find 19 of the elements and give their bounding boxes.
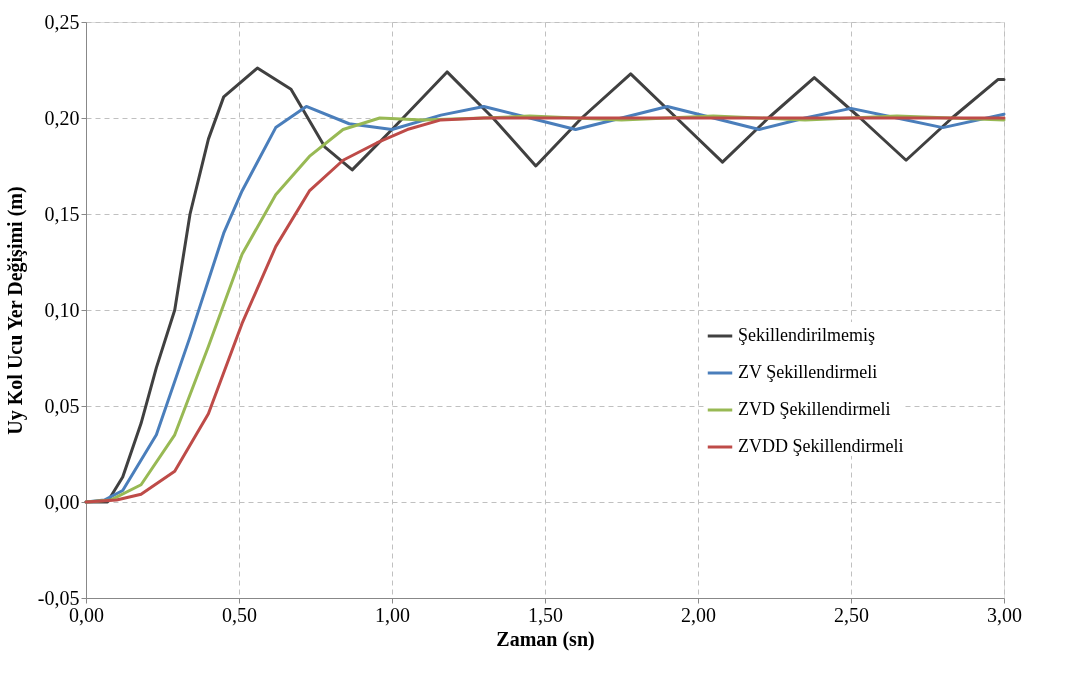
legend-label: Şekillendirilmemiş xyxy=(738,325,875,345)
x-tick-label: 1,50 xyxy=(528,603,563,626)
x-tick-label: 0,50 xyxy=(222,603,257,626)
y-tick-label: 0,15 xyxy=(44,202,80,225)
y-axis-title: Uy Kol Ucu Yer Değişimi (m) xyxy=(3,186,27,435)
x-tick-label: 1,00 xyxy=(375,603,410,626)
y-tick-label: 0,10 xyxy=(44,298,80,321)
x-tick-label: 2,50 xyxy=(834,603,869,626)
x-tick-label: 2,00 xyxy=(681,603,716,626)
y-tick-label: -0,05 xyxy=(37,586,80,609)
legend-label: ZVDD Şekillendirmeli xyxy=(738,436,904,456)
y-tick-label: 0,05 xyxy=(44,394,80,417)
x-tick-label: 3,00 xyxy=(987,603,1022,626)
x-axis-title: Zaman (sn) xyxy=(496,627,595,651)
y-tick-label: 0,25 xyxy=(44,10,80,33)
y-tick-label: 0,00 xyxy=(44,490,80,513)
legend-label: ZV Şekillendirmeli xyxy=(738,362,878,382)
y-tick-label: 0,20 xyxy=(44,106,80,129)
legend-label: ZVD Şekillendirmeli xyxy=(738,399,891,419)
